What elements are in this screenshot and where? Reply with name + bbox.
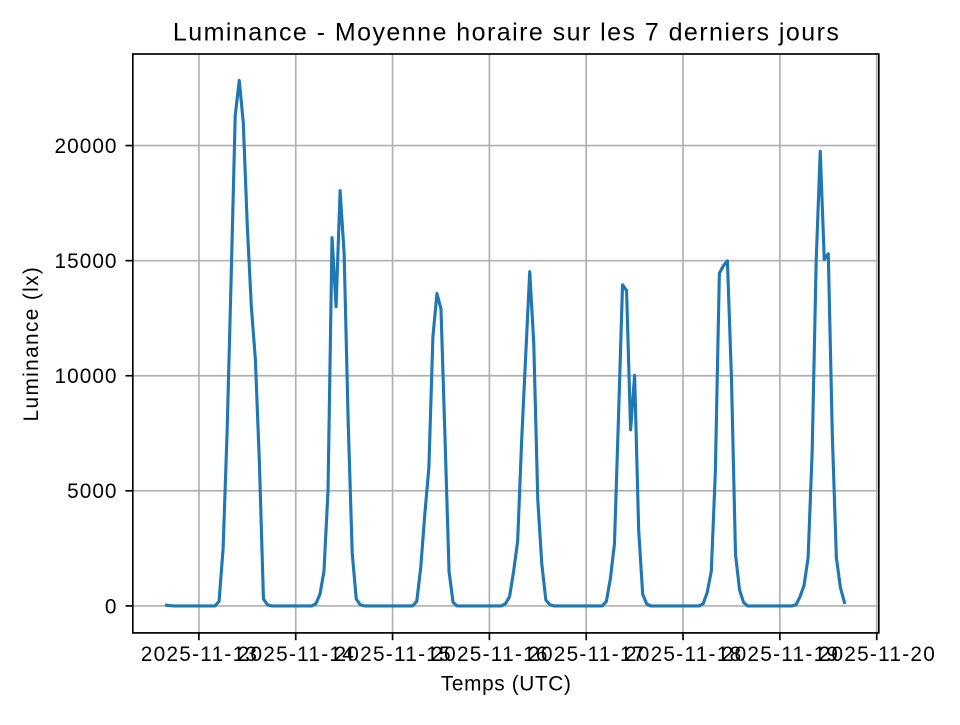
svg-text:2025-11-17: 2025-11-17 <box>528 643 644 666</box>
svg-text:15000: 15000 <box>55 250 117 273</box>
svg-text:2025-11-20: 2025-11-20 <box>819 643 935 666</box>
svg-text:Luminance - Moyenne horaire su: Luminance - Moyenne horaire sur les 7 de… <box>173 18 839 46</box>
svg-text:2025-11-14: 2025-11-14 <box>238 643 354 666</box>
svg-text:20000: 20000 <box>55 135 117 158</box>
svg-text:2025-11-16: 2025-11-16 <box>431 643 547 666</box>
svg-text:Temps (UTC): Temps (UTC) <box>441 672 571 695</box>
svg-text:2025-11-19: 2025-11-19 <box>722 643 838 666</box>
svg-text:0: 0 <box>105 595 117 618</box>
svg-text:2025-11-13: 2025-11-13 <box>141 643 257 666</box>
svg-text:5000: 5000 <box>67 480 116 503</box>
svg-text:2025-11-18: 2025-11-18 <box>625 643 741 666</box>
svg-text:2025-11-15: 2025-11-15 <box>334 643 450 666</box>
svg-text:10000: 10000 <box>55 365 117 388</box>
svg-text:Luminance (lx): Luminance (lx) <box>20 267 43 421</box>
